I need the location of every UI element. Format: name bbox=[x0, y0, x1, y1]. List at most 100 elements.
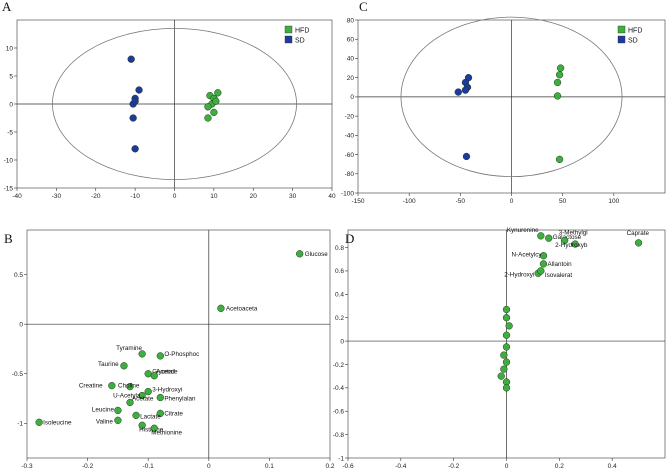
y-tick-label: 5 bbox=[9, 73, 13, 80]
point-label: 2-Hydroxyb bbox=[555, 242, 588, 249]
point-label: Isoleucine bbox=[43, 419, 72, 426]
x-tick-label: -0.4 bbox=[395, 463, 407, 469]
y-tick-label: 0 bbox=[340, 338, 344, 345]
data-point-sd bbox=[129, 114, 137, 122]
y-tick-label: 0 bbox=[19, 321, 23, 328]
point-label: Glucose bbox=[305, 251, 329, 258]
panel-b-pca-loadings: B -0.3 -0.2 -0.1 0 0.1 0.2 -1 -0.5 0 0.5 Glucose Ace… bbox=[4, 229, 335, 469]
data-point-hfd bbox=[555, 155, 564, 164]
point-label: Tyramine bbox=[116, 345, 142, 352]
point-label: Methionine bbox=[151, 429, 182, 436]
legend-label-hfd: HFD bbox=[295, 27, 309, 34]
x-tick-label: 0 bbox=[207, 463, 211, 469]
point-label: Acetoaceta bbox=[226, 305, 258, 312]
y-tick-label: 0.4 bbox=[335, 292, 344, 299]
confidence-ellipse bbox=[400, 16, 623, 178]
point-label: 2-Hydroxyi bbox=[504, 271, 534, 278]
x-tick-label: -40 bbox=[12, 193, 22, 200]
data-point-loadings bbox=[126, 398, 134, 407]
y-tick-label: 0 bbox=[9, 101, 13, 108]
data-point-loadings bbox=[502, 314, 511, 322]
data-point-loadings bbox=[545, 234, 553, 242]
y-tick-label: -0.6 bbox=[333, 409, 345, 416]
point-label: Glycerol bbox=[152, 369, 175, 376]
data-point-loadings bbox=[497, 372, 505, 380]
data-point-loadings bbox=[502, 343, 511, 351]
y-tick-label: -0.5 bbox=[12, 371, 24, 378]
point-label: Taurine bbox=[98, 361, 119, 368]
data-point-loadings bbox=[114, 406, 122, 415]
x-tick-label: 0.4 bbox=[608, 463, 617, 469]
point-label: 3-Methylgl bbox=[559, 230, 588, 237]
x-tick-label: -50 bbox=[456, 198, 466, 205]
data-point-sd bbox=[462, 152, 471, 161]
data-point-hfd bbox=[212, 97, 220, 105]
point-label: O-Phosphoc bbox=[164, 351, 199, 358]
x-tick-label: 0.1 bbox=[265, 463, 274, 469]
plot-frame bbox=[26, 229, 331, 459]
data-point-loadings bbox=[35, 418, 43, 426]
y-tick-label: -0.4 bbox=[333, 385, 345, 392]
x-tick-label: 0.2 bbox=[555, 463, 564, 469]
data-point-loadings bbox=[138, 391, 146, 400]
data-point-sd bbox=[127, 55, 135, 63]
y-tick-label: 80 bbox=[347, 17, 355, 24]
y-tick-label: 40 bbox=[347, 56, 355, 63]
confidence-ellipse bbox=[52, 28, 297, 180]
x-tick-label: 20 bbox=[250, 193, 258, 200]
data-point-loadings bbox=[539, 260, 548, 268]
legend-label-hfd: HFD bbox=[628, 27, 642, 34]
point-label: Acetate bbox=[132, 395, 154, 402]
data-point-loadings bbox=[502, 305, 511, 314]
data-point-loadings bbox=[156, 352, 164, 360]
legend-swatch-hfd bbox=[617, 25, 626, 34]
point-label: N-Acetylcy bbox=[511, 252, 542, 259]
data-point-loadings bbox=[500, 365, 508, 373]
data-point-loadings bbox=[132, 411, 140, 420]
panel-letter-b: B bbox=[4, 231, 13, 246]
point-label: Choline bbox=[118, 383, 140, 390]
data-point-hfd bbox=[214, 89, 222, 97]
point-label: Phenylalan bbox=[164, 396, 196, 403]
y-tick-label: -80 bbox=[345, 171, 355, 178]
x-tick-label: -0.2 bbox=[448, 463, 460, 469]
data-point-sd bbox=[131, 145, 139, 153]
point-label: Galactose bbox=[553, 234, 582, 241]
x-tick-label: -10 bbox=[130, 193, 140, 200]
data-point-loadings bbox=[108, 381, 116, 390]
data-point-loadings bbox=[505, 322, 513, 330]
data-point-loadings bbox=[156, 409, 164, 418]
data-point-loadings bbox=[144, 370, 152, 378]
y-tick-label: -1 bbox=[338, 455, 344, 462]
y-tick-label: 0.5 bbox=[14, 272, 23, 279]
y-tick-label: -0.8 bbox=[333, 432, 345, 439]
y-tick-label: -0.2 bbox=[333, 362, 345, 369]
x-tick-label: 30 bbox=[289, 193, 297, 200]
y-tick-label: -5 bbox=[7, 129, 13, 136]
data-point-loadings bbox=[126, 382, 134, 391]
x-tick-label: -20 bbox=[91, 193, 101, 200]
x-tick-label: 0 bbox=[505, 463, 509, 469]
data-point-loadings bbox=[634, 239, 643, 247]
point-label: Leucine bbox=[92, 406, 115, 413]
point-label: Allantoin bbox=[547, 261, 572, 268]
data-point-hfd bbox=[553, 78, 562, 87]
data-point-hfd bbox=[553, 92, 562, 100]
data-point-loadings bbox=[502, 331, 511, 339]
panel-d-pls-loadings: D -0.6 -0.4 -0.2 0 0.2 0.4 -1 -0.8 -0.6 -0.4 -0.2 0 0… bbox=[333, 227, 666, 469]
x-tick-label: -100 bbox=[403, 198, 416, 205]
point-label: Acetate bbox=[156, 369, 178, 376]
point-label: 3-Hydroxyi bbox=[152, 387, 182, 394]
data-point-loadings bbox=[537, 267, 545, 275]
x-tick-label: -0.2 bbox=[82, 463, 94, 469]
panel-c-pls-scores: C-150 -100 -50 0 50 100-100-80-60-40-20020406… bbox=[341, 0, 666, 205]
data-point-loadings bbox=[296, 250, 304, 258]
data-point-loadings bbox=[120, 362, 128, 370]
data-point-loadings bbox=[150, 372, 158, 380]
data-point-sd bbox=[454, 88, 462, 96]
y-tick-label: 0.6 bbox=[335, 268, 344, 275]
y-tick-label: 0.2 bbox=[335, 315, 344, 322]
y-tick-label: -60 bbox=[345, 152, 355, 159]
panel-a-pca-scores: A -40 -30 -20 -10 0 10 20 30 40 -15 -10 -5 0 5 10 HFD SD bbox=[2, 0, 336, 200]
